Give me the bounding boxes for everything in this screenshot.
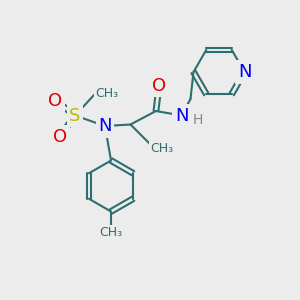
Text: O: O [48, 92, 63, 110]
Text: H: H [193, 113, 203, 127]
Text: O: O [53, 128, 67, 146]
Text: N: N [238, 63, 251, 81]
Text: N: N [98, 117, 112, 135]
Text: O: O [152, 76, 166, 94]
Text: CH₃: CH₃ [99, 226, 123, 239]
Text: S: S [69, 106, 81, 124]
Text: CH₃: CH₃ [150, 142, 174, 155]
Text: CH₃: CH₃ [95, 86, 118, 100]
Text: N: N [175, 106, 188, 124]
